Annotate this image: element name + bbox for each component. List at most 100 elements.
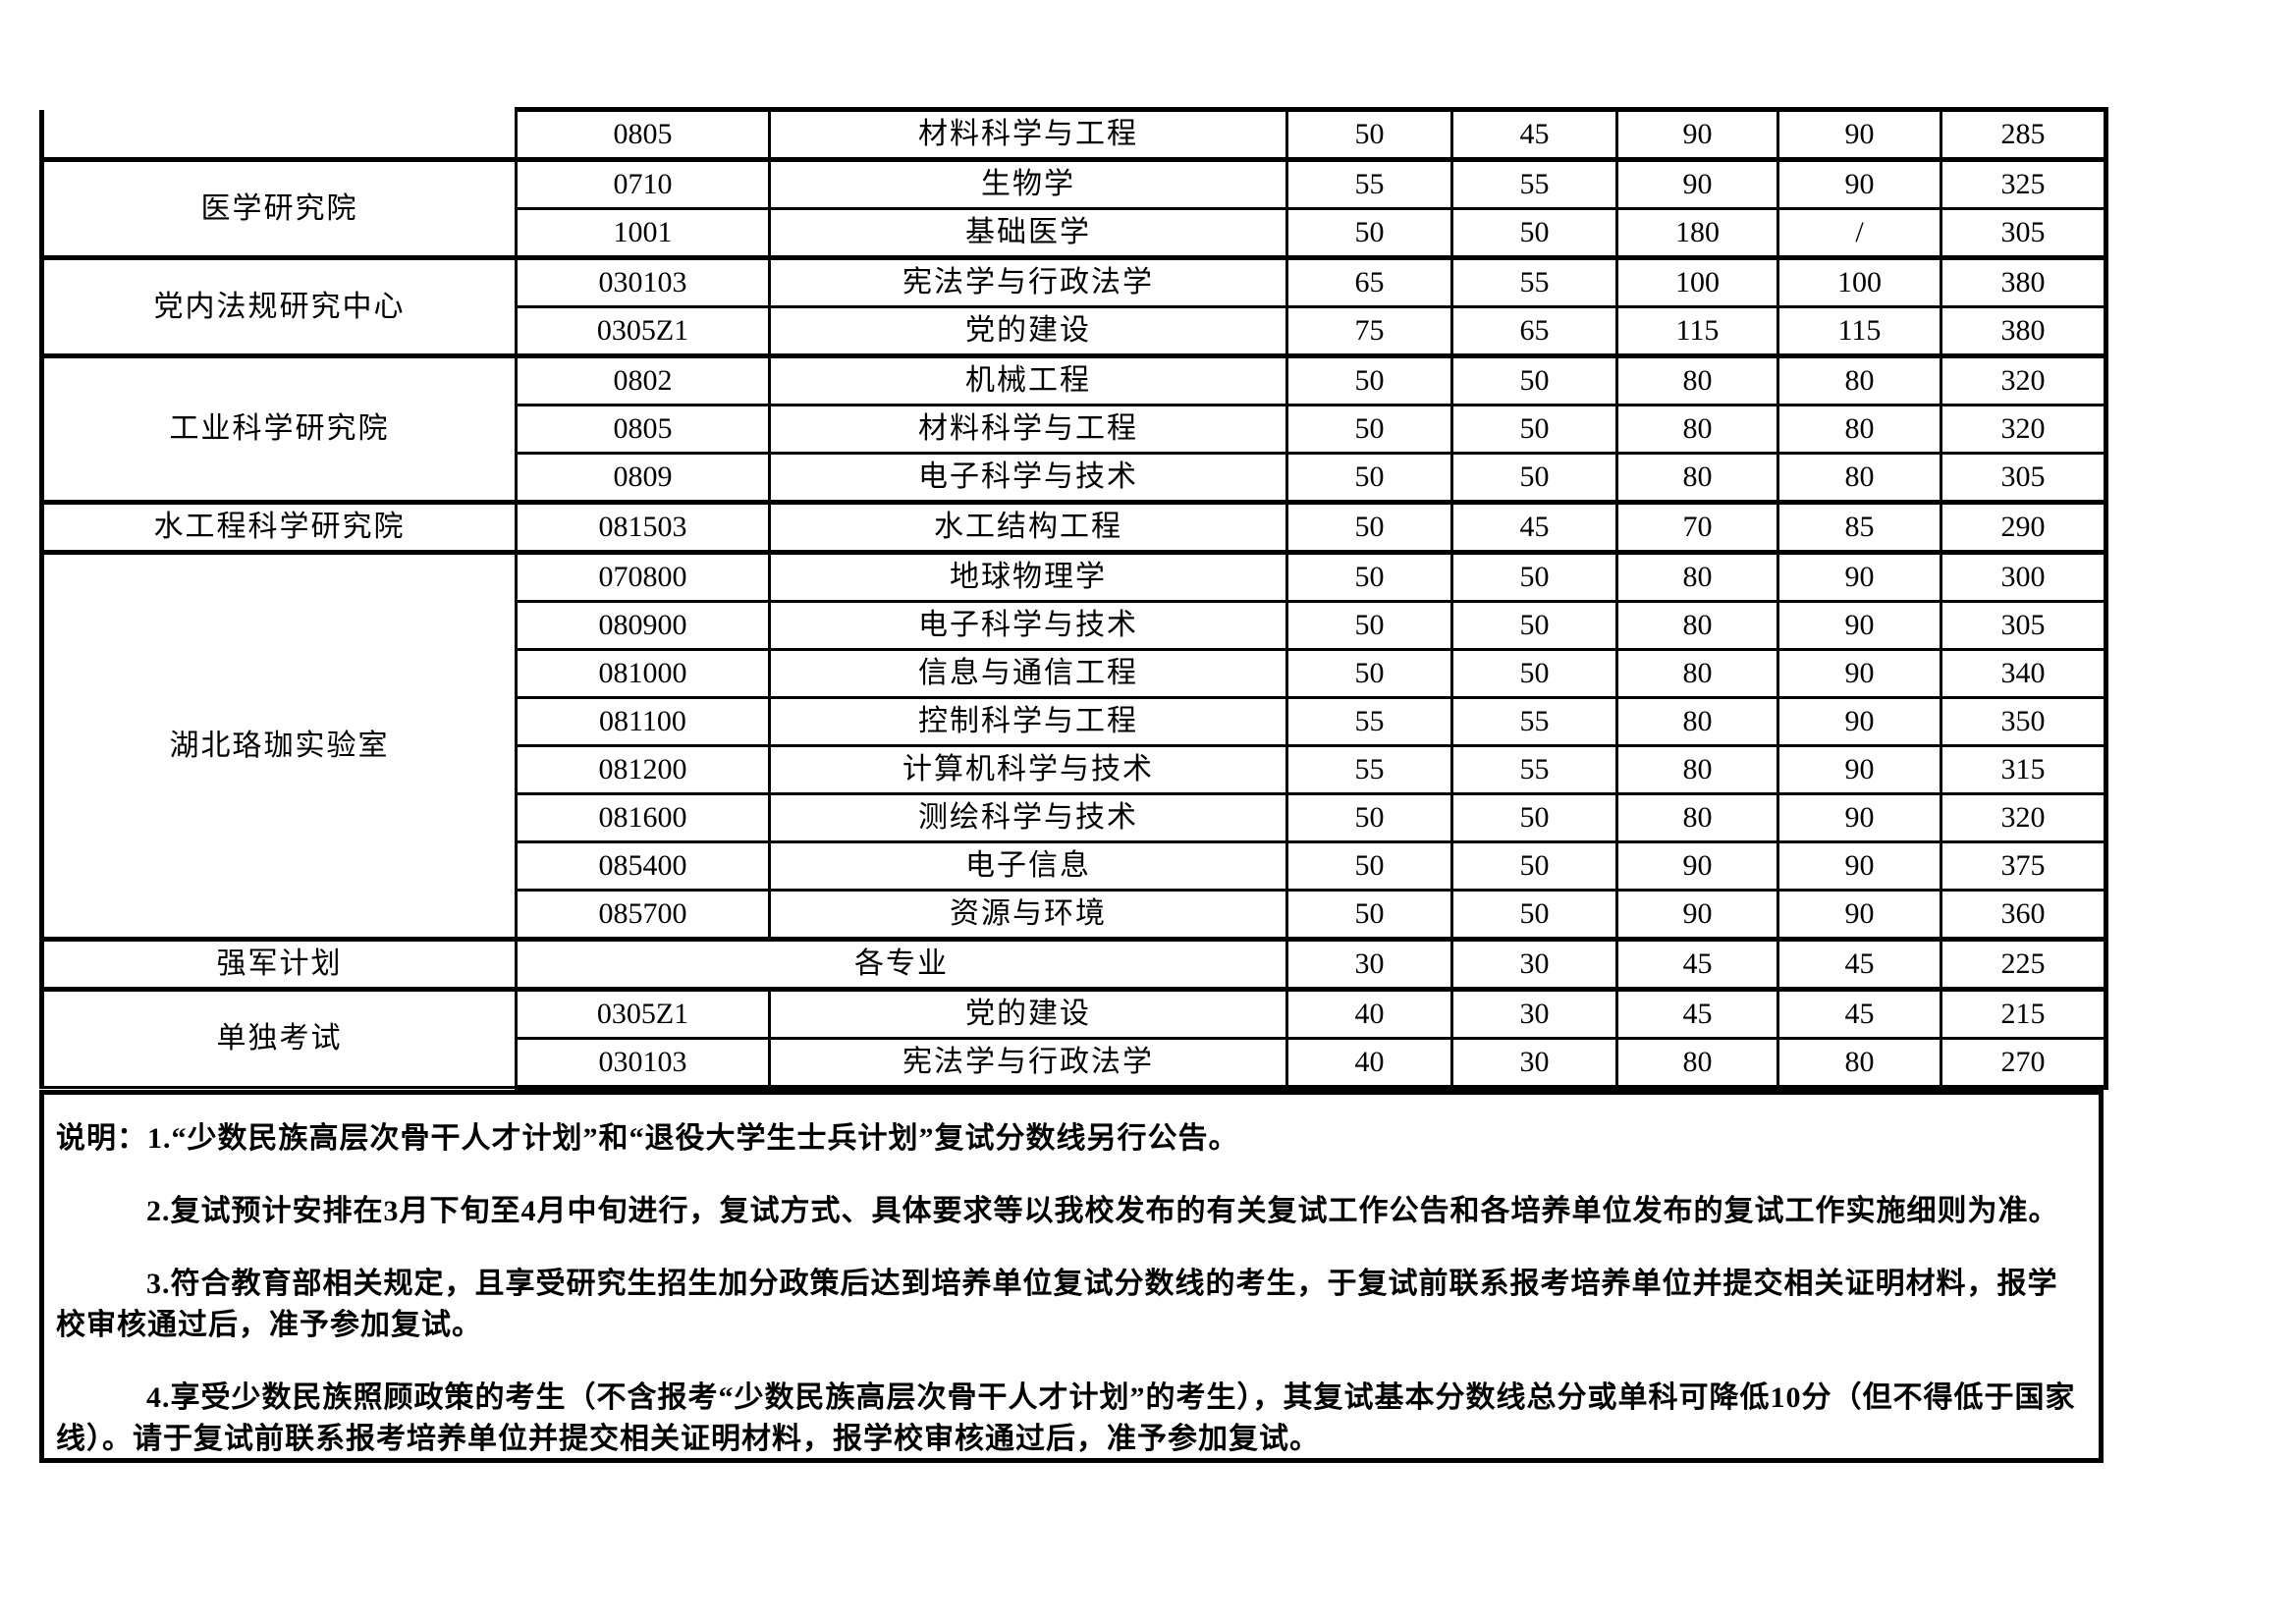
score-cell: 180 — [1615, 207, 1779, 259]
major-cell: 电子科学与技术 — [768, 600, 1288, 651]
unit-cell-continued — [39, 109, 518, 161]
major-cell: 资源与环境 — [768, 889, 1288, 941]
major-cell: 材料科学与工程 — [768, 404, 1288, 455]
score-cell: 30 — [1450, 1037, 1618, 1090]
score-cell: 50 — [1450, 600, 1618, 651]
score-cell: 50 — [1450, 404, 1618, 455]
table-row: 081600 测绘科学与技术 50 50 80 90 320 — [42, 792, 2108, 843]
major-cell: 地球物理学 — [768, 550, 1288, 603]
score-cell: 90 — [1615, 889, 1779, 941]
code-cell: 070800 — [515, 550, 771, 603]
score-cell: 80 — [1615, 696, 1779, 747]
code-cell: 1001 — [515, 207, 771, 259]
code-cell: 0809 — [515, 452, 771, 504]
score-cell: 325 — [1940, 157, 2108, 210]
score-cell: 320 — [1940, 353, 2108, 406]
table-row: 0305Z1 党的建设 75 65 115 115 380 — [42, 305, 2108, 357]
score-cell: 225 — [1940, 937, 2108, 991]
score-cell: 80 — [1615, 600, 1779, 651]
table-row: 医学研究院 0710 生物学 55 55 90 90 325 — [39, 157, 2108, 259]
notes-box: 说明：1.“少数民族高层次骨干人才计划”和“退役大学生士兵计划”复试分数线另行公… — [39, 1090, 2104, 1463]
score-cell: 40 — [1285, 987, 1453, 1040]
score-cell: 320 — [1940, 404, 2108, 455]
score-cell: 50 — [1285, 840, 1453, 892]
score-cell: 380 — [1940, 255, 2108, 308]
score-cell: 90 — [1777, 744, 1942, 795]
score-cell: 80 — [1777, 1037, 1942, 1090]
score-cell: 55 — [1450, 157, 1618, 210]
score-cell: 320 — [1940, 792, 2108, 843]
major-cell: 控制科学与工程 — [768, 696, 1288, 747]
score-cell: 55 — [1285, 157, 1453, 210]
score-cell: 55 — [1285, 696, 1453, 747]
table-row: 030103 宪法学与行政法学 40 30 80 80 270 — [42, 1037, 2108, 1090]
code-cell: 081600 — [515, 792, 771, 843]
code-cell: 085700 — [515, 889, 771, 941]
score-cell: 50 — [1285, 207, 1453, 259]
major-cell: 宪法学与行政法学 — [768, 255, 1288, 308]
major-cell: 水工结构工程 — [768, 500, 1288, 554]
code-cell: 081503 — [515, 500, 771, 554]
note-line-3: 3.符合教育部相关规定，且享受研究生招生加分政策后达到培养单位复试分数线的考生，… — [56, 1268, 2058, 1341]
table-row: 单独考试 0305Z1 党的建设 40 30 45 45 215 — [39, 987, 2108, 1089]
score-cell: 55 — [1450, 744, 1618, 795]
score-cell: 90 — [1615, 107, 1779, 161]
score-cell: 65 — [1285, 255, 1453, 308]
table-row: 081100 控制科学与工程 55 55 80 90 350 — [42, 696, 2108, 747]
score-cell: 55 — [1285, 744, 1453, 795]
score-cell: 90 — [1777, 157, 1942, 210]
score-cell: 100 — [1615, 255, 1779, 308]
score-cell: 50 — [1450, 648, 1618, 699]
score-cell: 50 — [1450, 452, 1618, 504]
score-cell: 50 — [1450, 550, 1618, 603]
score-cell: 50 — [1450, 792, 1618, 843]
score-cell: 350 — [1940, 696, 2108, 747]
score-cell: 340 — [1940, 648, 2108, 699]
score-cell: 360 — [1940, 889, 2108, 941]
table-row: 强军计划 各专业 30 30 45 45 225 — [39, 937, 2108, 991]
score-cell: 380 — [1940, 305, 2108, 357]
note-line-1: 说明：1.“少数民族高层次骨干人才计划”和“退役大学生士兵计划”复试分数线另行公… — [56, 1122, 1239, 1155]
major-cell: 测绘科学与技术 — [768, 792, 1288, 843]
score-cell: 305 — [1940, 452, 2108, 504]
score-table-body: 0805 材料科学与工程 50 45 90 90 285 医学研究院 0710 生物学 55 55 90… — [39, 107, 2108, 1090]
score-cell: 80 — [1777, 353, 1942, 406]
score-cell: 55 — [1450, 255, 1618, 308]
score-cell: 115 — [1777, 305, 1942, 357]
table-row: 081000 信息与通信工程 50 50 80 90 340 — [42, 648, 2108, 699]
table-row: 085700 资源与环境 50 50 90 90 360 — [42, 889, 2108, 941]
score-cell: 40 — [1285, 1037, 1453, 1090]
score-cell: 90 — [1615, 840, 1779, 892]
major-cell: 机械工程 — [768, 353, 1288, 406]
score-cell: 80 — [1615, 1037, 1779, 1090]
score-cell: 50 — [1285, 889, 1453, 941]
score-cell: / — [1777, 207, 1942, 259]
major-cell: 电子信息 — [768, 840, 1288, 892]
score-cell: 270 — [1940, 1037, 2108, 1090]
score-cell: 285 — [1940, 107, 2108, 161]
score-cell: 90 — [1777, 696, 1942, 747]
table-row: 水工程科学研究院 081503 水工结构工程 50 45 70 85 290 — [39, 500, 2108, 554]
score-cell: 50 — [1450, 353, 1618, 406]
code-cell: 0710 — [515, 157, 771, 210]
code-cell: 030103 — [515, 1037, 771, 1090]
code-cell: 0305Z1 — [515, 987, 771, 1040]
score-cell: 45 — [1615, 937, 1779, 991]
code-cell: 0805 — [515, 107, 771, 161]
score-cell: 90 — [1777, 550, 1942, 603]
score-cell: 30 — [1450, 987, 1618, 1040]
score-cell: 70 — [1615, 500, 1779, 554]
table-row: 湖北珞珈实验室 070800 地球物理学 50 50 80 90 300 — [39, 550, 2108, 941]
score-cell: 300 — [1940, 550, 2108, 603]
unit-cell: 工业科学研究院 — [39, 353, 518, 504]
score-cell: 90 — [1777, 600, 1942, 651]
score-cell: 80 — [1615, 404, 1779, 455]
score-cell: 315 — [1940, 744, 2108, 795]
score-cell: 215 — [1940, 987, 2108, 1040]
score-cell: 80 — [1615, 744, 1779, 795]
score-cell: 45 — [1777, 987, 1942, 1040]
score-cell: 50 — [1450, 889, 1618, 941]
major-cell-merged: 各专业 — [515, 937, 1288, 991]
score-cell: 90 — [1777, 107, 1942, 161]
score-cell: 45 — [1615, 987, 1779, 1040]
